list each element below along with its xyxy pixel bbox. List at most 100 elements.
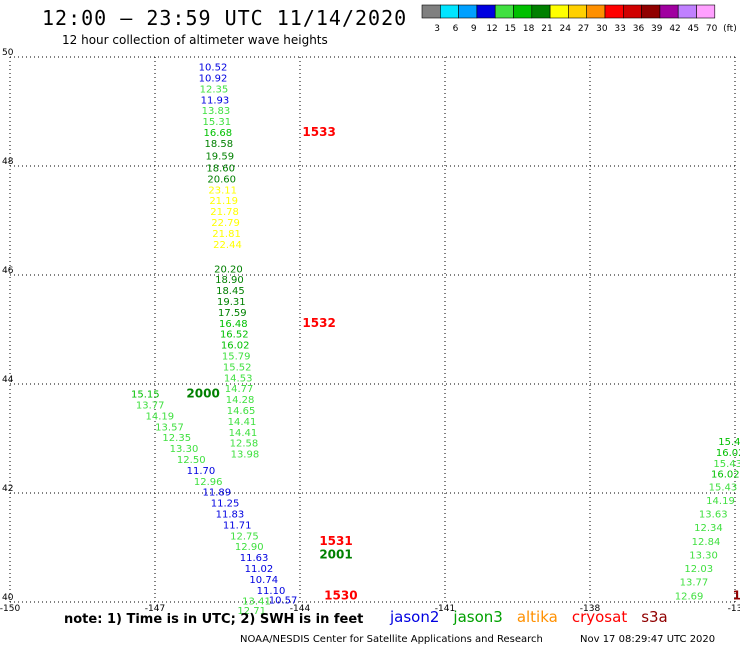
- footer-note: note: 1) Time is in UTC; 2) SWH is in fe…: [64, 612, 364, 627]
- legend-label: 39: [651, 24, 663, 34]
- legend-label: 3: [434, 24, 440, 34]
- wave-height-value: 16.52: [220, 330, 249, 341]
- wave-height-value: 14.41: [228, 417, 257, 428]
- wave-height-value: 15.79: [222, 351, 251, 362]
- wave-height-value: 13.30: [170, 444, 199, 455]
- legend-swatch: [677, 4, 697, 19]
- wave-height-value: 21.19: [209, 196, 238, 207]
- legend-label: 30: [596, 24, 608, 34]
- wave-height-value: 13.77: [680, 578, 709, 589]
- legend-swatch: [586, 4, 606, 19]
- wave-height-value: 12.58: [230, 439, 259, 450]
- legend-swatch: [494, 4, 514, 19]
- legend-label: 15: [505, 24, 516, 34]
- legend-swatch: [513, 4, 533, 19]
- wave-height-value: 12.90: [235, 542, 264, 553]
- wave-height-value: 15.43: [709, 482, 738, 493]
- legend-swatch: [659, 4, 679, 19]
- wave-height-value: 13.57: [155, 422, 184, 433]
- legend-swatch: [439, 4, 459, 19]
- wave-height-value: 15.43: [713, 459, 740, 470]
- x-tick-label: -147: [145, 604, 165, 614]
- wave-height-value: 11.10: [257, 586, 286, 597]
- legend-swatch: [531, 4, 551, 19]
- wave-height-value: 22.44: [213, 240, 242, 251]
- wave-height-value: 20.60: [207, 174, 236, 185]
- wave-height-value: 15.15: [131, 390, 160, 401]
- wave-height-value: 13.63: [699, 510, 728, 521]
- wave-height-value: 13.41: [242, 597, 271, 608]
- legend-swatch: [622, 4, 642, 19]
- wave-height-value: 12.03: [684, 564, 713, 575]
- wave-height-value: 10.74: [249, 575, 278, 586]
- pass-time-label: 2000: [186, 387, 219, 401]
- y-tick-label: 48: [2, 157, 14, 167]
- wave-height-value: 14.77: [225, 384, 254, 395]
- satellite-name: cryosat: [571, 608, 628, 626]
- y-tick-label: 40: [2, 593, 14, 603]
- legend-swatch: [549, 4, 569, 19]
- legend-label: 9: [471, 24, 477, 34]
- satellite-name: jason3: [453, 608, 503, 626]
- wave-height-value: 12.84: [692, 537, 721, 548]
- wave-height-value: 14.41: [229, 428, 258, 439]
- wave-height-value: 19.31: [217, 297, 246, 308]
- wave-height-value: 13.83: [202, 106, 231, 117]
- pass-time-label: 1531: [319, 534, 352, 548]
- wave-height-value: 10.52: [199, 63, 228, 74]
- wave-height-value: 19.59: [205, 151, 234, 162]
- wave-height-value: 12.34: [694, 523, 723, 534]
- y-tick-label: 44: [2, 375, 14, 385]
- legend-label: 33: [614, 24, 625, 34]
- satellite-name: jason2: [390, 608, 440, 626]
- legend-label: 6: [453, 24, 459, 34]
- wave-height-value: 16.02: [711, 470, 740, 481]
- wave-height-value: 18.90: [215, 275, 244, 286]
- x-tick-label: -144: [290, 604, 311, 614]
- wave-height-value: 11.02: [245, 564, 274, 575]
- wave-height-value: 11.71: [223, 520, 252, 531]
- legend-label: 45: [688, 24, 699, 34]
- satellite-name: s3a: [641, 608, 668, 626]
- wave-height-value: 16.48: [219, 319, 248, 330]
- footer-timestamp: Nov 17 08:29:47 UTC 2020: [580, 634, 716, 645]
- legend-label: 12: [486, 24, 497, 34]
- pass-time-label: 1530: [324, 588, 357, 602]
- x-tick-label: -150: [0, 604, 20, 614]
- legend-swatch: [421, 4, 441, 19]
- wave-height-value: 13.77: [136, 401, 165, 412]
- wave-height-value: 16.68: [204, 128, 233, 139]
- wave-height-value: 18.60: [206, 163, 235, 174]
- chart-subtitle: 12 hour collection of altimeter wave hei…: [62, 33, 328, 47]
- y-tick-label: 46: [2, 266, 14, 276]
- chart-title: 12:00 – 23:59 UTC 11/14/2020: [42, 6, 408, 30]
- x-tick-label: -138: [580, 604, 601, 614]
- y-tick-label: 42: [2, 484, 13, 494]
- wave-height-value: 11.25: [211, 499, 240, 510]
- wave-height-value: 23.11: [208, 185, 237, 196]
- wave-height-value: 16.02: [221, 341, 250, 352]
- wave-height-value: 15.43: [718, 437, 740, 448]
- pass-time-label: 19: [733, 588, 740, 602]
- wave-height-value: 13.98: [231, 450, 260, 461]
- wave-height-value: 12.96: [194, 477, 223, 488]
- pass-time-label: 1532: [302, 316, 335, 330]
- legend-swatch: [568, 4, 588, 19]
- satellite-legend: jason2 jason3 altika cryosat s3a: [390, 608, 682, 626]
- wave-height-value: 22.79: [211, 218, 240, 229]
- wave-height-value: 14.65: [227, 406, 256, 417]
- legend-label: (ft): [723, 24, 737, 34]
- legend-swatch: [476, 4, 496, 19]
- wave-height-value: 18.58: [204, 139, 233, 150]
- legend-swatch: [458, 4, 478, 19]
- wave-height-value: 11.70: [187, 466, 216, 477]
- legend-swatch: [696, 4, 716, 19]
- wave-height-value: 11.83: [216, 510, 245, 521]
- legend-swatch: [604, 4, 624, 19]
- wave-height-value: 12.35: [162, 433, 191, 444]
- legend-label: 21: [541, 24, 552, 34]
- wave-height-value: 12.75: [230, 531, 259, 542]
- wave-height-value: 14.19: [146, 411, 175, 422]
- wave-height-value: 15.52: [223, 362, 252, 373]
